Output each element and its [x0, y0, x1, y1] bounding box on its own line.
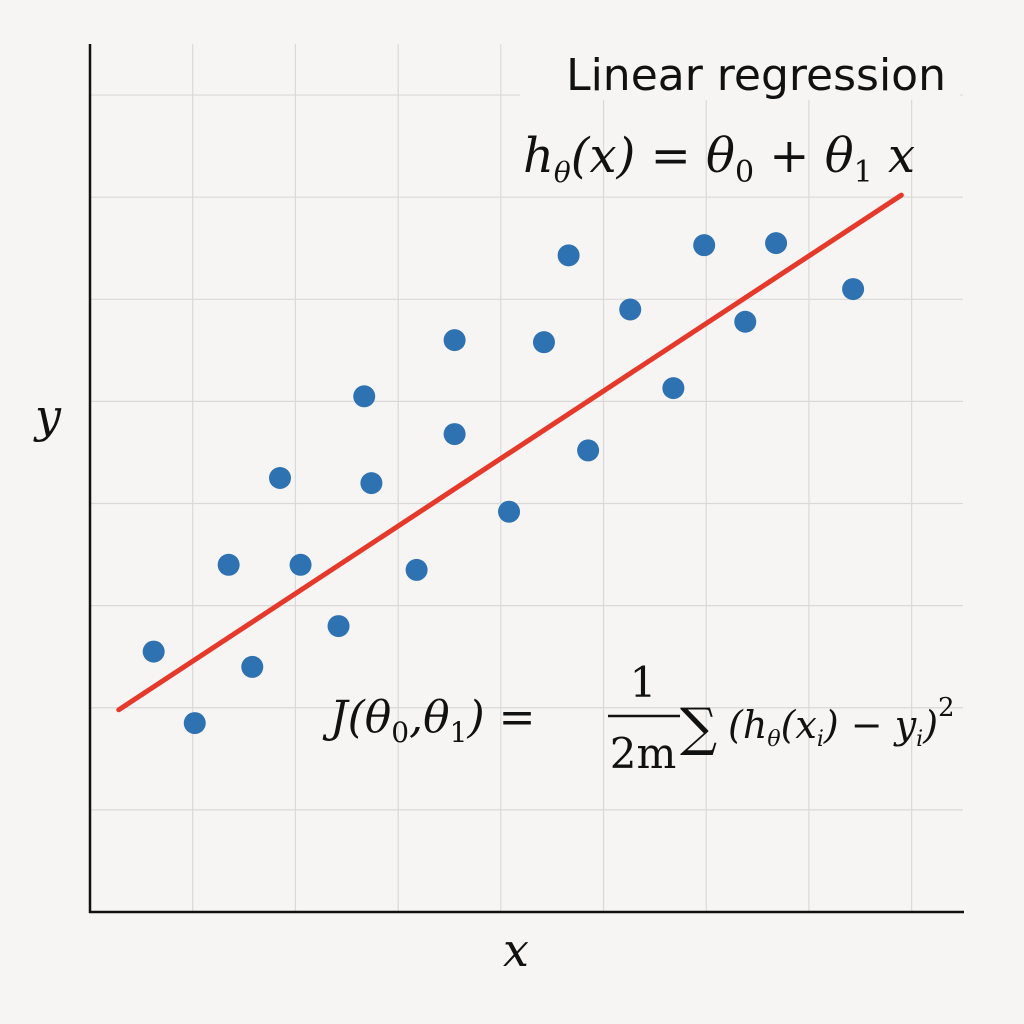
data-point — [289, 553, 312, 576]
regression-line — [116, 192, 904, 713]
data-point — [577, 439, 600, 462]
grid — [90, 44, 963, 912]
data-point — [693, 234, 716, 257]
data-point — [241, 655, 264, 678]
hyp-h: h — [523, 128, 554, 184]
data-point — [557, 244, 580, 267]
data-point — [842, 278, 865, 301]
cost-inner-close: ) — [922, 703, 938, 747]
data-point — [765, 232, 788, 255]
x-axis-label: x — [503, 923, 529, 977]
hypothesis-formula: hθ(x) = θ0 + θ1 x — [523, 128, 915, 190]
data-point — [662, 377, 685, 400]
hyp-theta-sub: θ — [554, 156, 571, 189]
fit-layer — [116, 192, 904, 713]
cost-i1: i — [817, 727, 824, 752]
data-point — [142, 640, 165, 663]
cost-power: 2 — [938, 693, 955, 723]
hyp-tail: x — [873, 128, 915, 184]
data-point — [269, 467, 292, 489]
hyp-arg: (x) = θ — [571, 128, 735, 184]
data-points — [142, 232, 865, 735]
data-point — [443, 423, 466, 446]
cost-inner-open: (h — [728, 703, 767, 747]
data-point — [443, 329, 466, 352]
data-point — [405, 558, 428, 581]
data-point — [498, 500, 521, 523]
data-point — [360, 472, 383, 495]
cost-theta-sub: θ — [767, 727, 780, 752]
cost-left: J(θ0,θ1) = — [322, 692, 535, 749]
cost-minus: ) − y — [823, 703, 917, 747]
data-point — [619, 298, 642, 321]
data-point — [734, 310, 757, 333]
cost-comma: ,θ — [409, 692, 449, 743]
cost-open: (θ — [348, 692, 392, 743]
hyp-sub0: 0 — [735, 155, 754, 190]
cost-sub0: 0 — [391, 716, 409, 749]
cost-sigma: ∑ — [680, 698, 717, 758]
hyp-plus: + θ — [754, 128, 854, 184]
cost-sub1: 1 — [450, 716, 468, 749]
data-point — [327, 615, 350, 638]
cost-frac-den: 2m — [610, 729, 677, 778]
cost-xi-open: (x — [781, 703, 817, 747]
cost-formula: J(θ0,θ1) = 1 2m ∑ (hθ(xi) − yi)2 — [322, 658, 955, 778]
cost-right: (hθ(xi) − yi)2 — [728, 693, 955, 752]
y-axis-label: y — [33, 389, 62, 443]
title-backdrop — [520, 40, 960, 100]
cost-frac-num: 1 — [630, 658, 657, 707]
data-point — [353, 385, 376, 408]
hyp-sub1: 1 — [854, 155, 873, 190]
chart-title: Linear regression — [566, 50, 946, 101]
cost-close: ) = — [466, 692, 535, 743]
data-point — [183, 712, 206, 735]
data-point — [217, 553, 240, 576]
cost-i2: i — [916, 727, 923, 752]
data-point — [532, 331, 555, 354]
